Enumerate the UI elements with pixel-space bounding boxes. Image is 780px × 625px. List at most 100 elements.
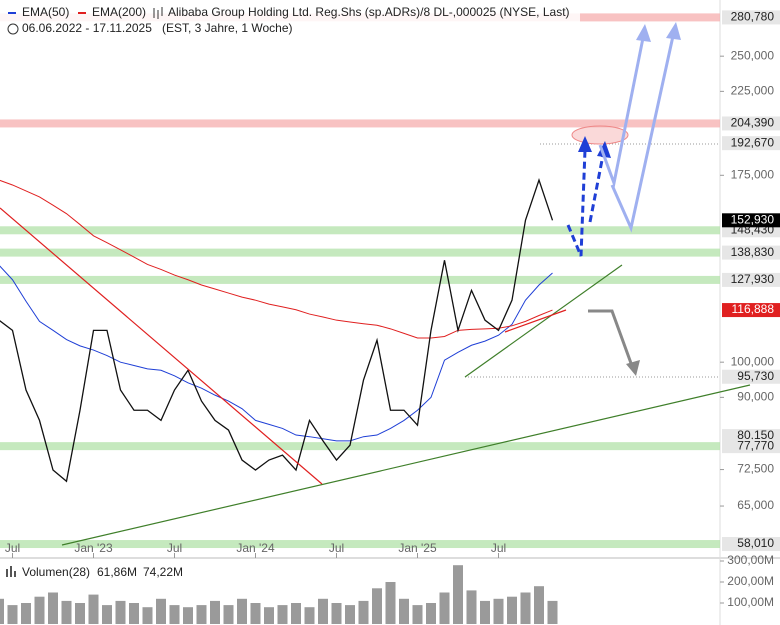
x-tick-label: Jan '25 — [398, 541, 437, 555]
volume-bar — [156, 598, 166, 624]
legend-entry: EMA(50) — [22, 5, 69, 19]
level-label: 58,010 — [737, 536, 774, 550]
volume-title: Volumen(28) — [22, 565, 90, 579]
volume-bar — [48, 592, 58, 624]
volume-bar — [0, 598, 4, 624]
x-tick-label: Jan '23 — [74, 541, 113, 555]
volume-bar — [34, 596, 45, 624]
date-range: 06.06.2022 - 17.11.2025 — [22, 21, 152, 35]
volume-bar — [318, 598, 328, 624]
volume-bar — [466, 590, 477, 624]
volume-bar — [142, 607, 153, 624]
volume-bar — [412, 605, 423, 624]
trendline — [61, 384, 751, 546]
price-badge-label: 152,930 — [731, 212, 775, 226]
volume-bar — [88, 594, 99, 624]
trendline — [464, 264, 623, 378]
volume-bar — [196, 605, 207, 624]
y-axis: 250,000 225,000 175,000 100,000 90,000 72,500… — [720, 10, 780, 609]
volume-bar — [129, 603, 139, 624]
level-tag — [722, 10, 780, 25]
arrowhead — [626, 360, 640, 376]
volume-legend: Volumen(28) 61,86M 74,22M — [6, 565, 183, 579]
x-tick-label: Jul — [167, 541, 182, 555]
volume-bar — [480, 600, 490, 624]
level-tag — [722, 272, 780, 287]
price-badge — [722, 213, 780, 228]
volume-bar — [358, 600, 369, 624]
volume-bar — [61, 600, 72, 624]
clock-icon — [7, 23, 19, 35]
price-badge — [722, 303, 780, 318]
x-tick-label: Jul — [491, 541, 506, 555]
drawings — [0, 22, 751, 546]
y-tick-label: 72,500 — [737, 462, 774, 476]
header-bg — [0, 3, 580, 37]
level-tag — [722, 116, 780, 131]
volume-average: 74,22M — [143, 565, 183, 579]
x-tick-label: Jul — [5, 541, 20, 555]
arrowhead — [597, 141, 611, 158]
level-label: 280,780 — [731, 10, 775, 24]
volume-bar — [21, 603, 31, 624]
volume-bar — [399, 598, 409, 624]
volume-bar — [264, 607, 274, 624]
forecast-arrow — [588, 309, 634, 367]
level-tag — [722, 537, 780, 552]
price-line — [0, 178, 554, 483]
volume-bar — [250, 603, 261, 624]
volume-bar — [237, 598, 247, 624]
support-zone — [0, 248, 720, 257]
volume-bar — [102, 605, 112, 624]
y-tick-label: 250,000 — [731, 48, 775, 62]
x-tick-label: Jul — [329, 541, 344, 555]
volume-bar — [426, 603, 436, 624]
volume-bar — [507, 596, 517, 624]
y-tick-label: 225,000 — [731, 84, 775, 98]
trendline — [0, 207, 323, 485]
volume-bar — [183, 607, 193, 624]
volume-bar — [331, 603, 342, 624]
volume-bar — [210, 600, 220, 624]
volume-bar — [547, 600, 558, 624]
forecast-arrow — [566, 149, 587, 257]
level-label: 192,670 — [731, 135, 775, 149]
price-badge-label: 116,888 — [732, 302, 775, 316]
volume-bar — [7, 605, 18, 624]
volume-bar — [493, 598, 504, 624]
volume-bar — [520, 592, 531, 624]
forecast-arrow — [588, 154, 605, 223]
level-tag — [722, 245, 780, 260]
support-zone — [0, 540, 720, 549]
indicator-line — [0, 265, 553, 442]
volume-bar — [75, 603, 85, 624]
y-tick-label: 65,000 — [737, 498, 774, 512]
y-tick-label: 100,000 — [731, 354, 775, 368]
period-note: (EST, 3 Jahre, 1 Woche) — [162, 21, 293, 35]
x-tick-label: Jan '24 — [236, 541, 275, 555]
volume-current: 61,86M — [97, 565, 137, 579]
volume-bar — [115, 600, 126, 624]
volume-icon — [6, 566, 16, 577]
volume-bar — [385, 582, 396, 624]
volume-bar — [291, 603, 301, 624]
level-tag — [722, 136, 780, 151]
level-label: 138,830 — [731, 245, 775, 259]
volume-bar — [223, 605, 234, 624]
volume-tick-label: 300,00M — [727, 553, 774, 567]
level-label: 95,730 — [737, 369, 774, 383]
y-tick-label: 90,000 — [737, 390, 774, 404]
arrowhead — [666, 22, 681, 40]
legend-entry: EMA(200) — [92, 5, 146, 19]
candle-icon — [153, 7, 163, 19]
level-label: 80,150 — [737, 428, 774, 442]
level-label: 77,770 — [737, 438, 774, 452]
level-tag — [722, 369, 780, 384]
volume-bar — [534, 586, 544, 624]
volume-bar — [304, 607, 315, 624]
forecast-arrow — [610, 35, 675, 233]
indicator-line — [0, 179, 553, 339]
header: EMA(50) EMA(200) Alibaba Group Holding L… — [0, 3, 580, 37]
volume-bar — [439, 592, 450, 624]
level-label: 127,930 — [731, 272, 775, 286]
